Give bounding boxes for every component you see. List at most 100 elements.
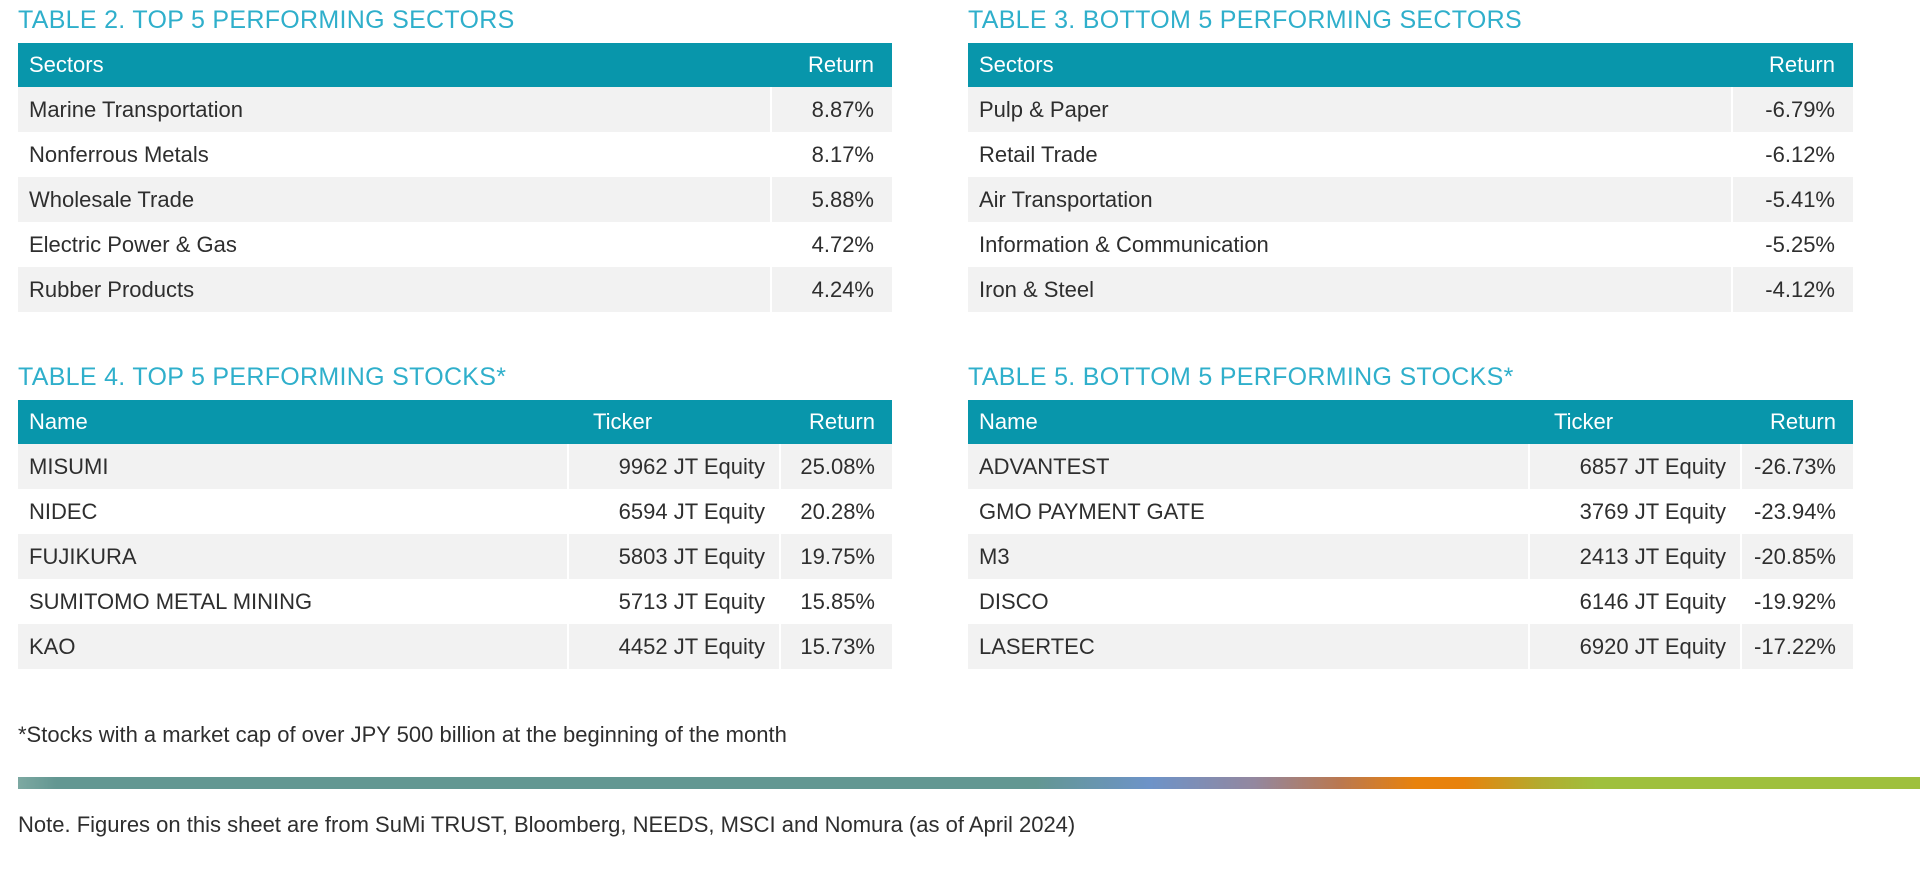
column-header-name: Name: [29, 409, 88, 434]
stock-ticker: 6857 JT Equity: [1528, 444, 1740, 489]
stock-return: -19.92%: [1740, 579, 1853, 624]
stock-return: -17.22%: [1740, 624, 1853, 669]
table4: Name Ticker Return MISUMI 9962 JT Equity…: [18, 400, 892, 669]
table4-header-row: Name Ticker Return: [18, 400, 892, 444]
stock-return: 19.75%: [779, 534, 892, 579]
table3-section: TABLE 3. BOTTOM 5 PERFORMING SECTORS Sec…: [968, 6, 1853, 312]
table2-section: TABLE 2. TOP 5 PERFORMING SECTORS Sector…: [18, 6, 892, 312]
table3: Sectors Return Pulp & Paper -6.79% Retai…: [968, 43, 1853, 312]
stock-ticker: 5713 JT Equity: [567, 579, 779, 624]
market-cap-footnote: *Stocks with a market cap of over JPY 50…: [18, 722, 787, 747]
sector-name: Information & Communication: [979, 232, 1269, 257]
table-row: DISCO 6146 JT Equity -19.92%: [968, 579, 1853, 624]
table4-title: TABLE 4. TOP 5 PERFORMING STOCKS*: [18, 363, 507, 391]
table-row: Nonferrous Metals 8.17%: [18, 132, 892, 177]
stock-return: 15.73%: [779, 624, 892, 669]
table-row: GMO PAYMENT GATE 3769 JT Equity -23.94%: [968, 489, 1853, 534]
sector-return: 8.17%: [770, 132, 892, 177]
table5-header-row: Name Ticker Return: [968, 400, 1853, 444]
column-header-ticker: Ticker: [1554, 409, 1614, 434]
stock-ticker: 9962 JT Equity: [567, 444, 779, 489]
sector-name: Iron & Steel: [979, 277, 1094, 302]
stock-name: FUJIKURA: [29, 544, 137, 569]
column-header-sectors: Sectors: [29, 52, 104, 77]
sector-name: Marine Transportation: [29, 97, 243, 122]
table-row: Rubber Products 4.24%: [18, 267, 892, 312]
stock-name: NIDEC: [29, 499, 98, 524]
sector-name: Retail Trade: [979, 142, 1098, 167]
table-row: Marine Transportation 8.87%: [18, 87, 892, 132]
stock-return: 20.28%: [779, 489, 892, 534]
stock-ticker: 4452 JT Equity: [567, 624, 779, 669]
table-row: Wholesale Trade 5.88%: [18, 177, 892, 222]
sector-return: -6.79%: [1731, 87, 1853, 132]
stock-ticker: 3769 JT Equity: [1528, 489, 1740, 534]
sector-return: -4.12%: [1731, 267, 1853, 312]
sector-return: 5.88%: [770, 177, 892, 222]
table2-title: TABLE 2. TOP 5 PERFORMING SECTORS: [18, 6, 515, 34]
table5-title: TABLE 5. BOTTOM 5 PERFORMING STOCKS*: [968, 363, 1514, 391]
table-row: NIDEC 6594 JT Equity 20.28%: [18, 489, 892, 534]
sector-name: Electric Power & Gas: [29, 232, 237, 257]
source-note: Note. Figures on this sheet are from SuM…: [18, 812, 1076, 837]
table5-section: TABLE 5. BOTTOM 5 PERFORMING STOCKS* Nam…: [968, 363, 1853, 669]
gradient-divider: [18, 777, 1920, 789]
table5: Name Ticker Return ADVANTEST 6857 JT Equ…: [968, 400, 1853, 669]
stock-return: -26.73%: [1740, 444, 1853, 489]
stock-ticker: 6920 JT Equity: [1528, 624, 1740, 669]
sector-return: 8.87%: [770, 87, 892, 132]
stock-ticker: 5803 JT Equity: [567, 534, 779, 579]
stock-ticker: 2413 JT Equity: [1528, 534, 1740, 579]
table-row: Electric Power & Gas 4.72%: [18, 222, 892, 267]
table2: Sectors Return Marine Transportation 8.8…: [18, 43, 892, 312]
table-row: FUJIKURA 5803 JT Equity 19.75%: [18, 534, 892, 579]
column-header-return: Return: [808, 409, 875, 434]
sector-return: 4.72%: [770, 222, 892, 267]
stock-ticker: 6146 JT Equity: [1528, 579, 1740, 624]
table-row: Air Transportation -5.41%: [968, 177, 1853, 222]
sector-name: Wholesale Trade: [29, 187, 195, 212]
column-header-name: Name: [979, 409, 1038, 434]
table2-header-row: Sectors Return: [18, 43, 892, 87]
sector-return: 4.24%: [770, 267, 892, 312]
stock-return: 25.08%: [779, 444, 892, 489]
table4-section: TABLE 4. TOP 5 PERFORMING STOCKS* Name T…: [18, 363, 892, 669]
table-row: MISUMI 9962 JT Equity 25.08%: [18, 444, 892, 489]
stock-return: -23.94%: [1740, 489, 1853, 534]
stock-return: 15.85%: [779, 579, 892, 624]
stock-ticker: 6594 JT Equity: [567, 489, 779, 534]
sector-return: -5.41%: [1731, 177, 1853, 222]
sector-return: -5.25%: [1731, 222, 1853, 267]
column-header-sectors: Sectors: [979, 52, 1054, 77]
stock-name: M3: [979, 544, 1010, 569]
table3-header-row: Sectors Return: [968, 43, 1853, 87]
table-row: Pulp & Paper -6.79%: [968, 87, 1853, 132]
sector-name: Nonferrous Metals: [29, 142, 209, 167]
table-row: Information & Communication -5.25%: [968, 222, 1853, 267]
column-header-ticker: Ticker: [593, 409, 653, 434]
stock-name: GMO PAYMENT GATE: [979, 499, 1205, 524]
stock-return: -20.85%: [1740, 534, 1853, 579]
table-row: ADVANTEST 6857 JT Equity -26.73%: [968, 444, 1853, 489]
stock-name: SUMITOMO METAL MINING: [29, 589, 313, 614]
table-row: KAO 4452 JT Equity 15.73%: [18, 624, 892, 669]
table-row: M3 2413 JT Equity -20.85%: [968, 534, 1853, 579]
sector-name: Air Transportation: [979, 187, 1153, 212]
sector-return: -6.12%: [1731, 132, 1853, 177]
stock-name: LASERTEC: [979, 634, 1095, 659]
table-row: Iron & Steel -4.12%: [968, 267, 1853, 312]
sector-name: Rubber Products: [29, 277, 195, 302]
table-row: LASERTEC 6920 JT Equity -17.22%: [968, 624, 1853, 669]
column-header-return: Return: [807, 52, 874, 77]
stock-name: ADVANTEST: [979, 454, 1110, 479]
table3-title: TABLE 3. BOTTOM 5 PERFORMING SECTORS: [968, 6, 1522, 34]
stock-name: KAO: [29, 634, 76, 659]
column-header-return: Return: [1768, 52, 1835, 77]
stock-name: DISCO: [979, 589, 1049, 614]
table-row: Retail Trade -6.12%: [968, 132, 1853, 177]
stock-name: MISUMI: [29, 454, 109, 479]
column-header-return: Return: [1769, 409, 1836, 434]
table-row: SUMITOMO METAL MINING 5713 JT Equity 15.…: [18, 579, 892, 624]
sector-name: Pulp & Paper: [979, 97, 1109, 122]
